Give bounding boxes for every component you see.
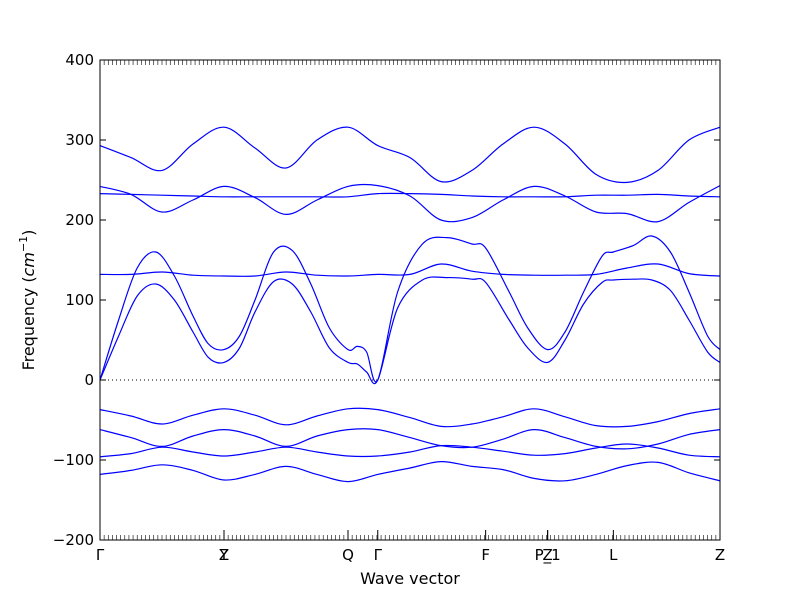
phonon-branch-9 bbox=[99, 192, 721, 198]
x-axis-title: Wave vector bbox=[360, 569, 460, 588]
y-tick-label: 100 bbox=[65, 291, 94, 309]
y-tick-label: 0 bbox=[84, 371, 94, 389]
phonon-branch-4 bbox=[99, 407, 721, 428]
phonon-branch-7 bbox=[99, 263, 721, 277]
y-tick-label: 200 bbox=[65, 211, 94, 229]
x-tick-label: L bbox=[609, 546, 618, 564]
x-tick-label: Γ bbox=[374, 546, 383, 564]
x-tick-label: Y bbox=[218, 546, 229, 564]
y-axis-title-close: ) bbox=[19, 230, 38, 236]
x-tick-label: Γ bbox=[96, 546, 105, 564]
x-tick-label: Q bbox=[342, 546, 354, 564]
plot-area bbox=[99, 126, 721, 483]
phonon-branch-2 bbox=[99, 443, 721, 458]
y-axis-title-exponent: −1 bbox=[17, 236, 30, 252]
phonon-branch-5 bbox=[99, 276, 721, 385]
phonon-branch-1 bbox=[99, 460, 721, 483]
x-tick-label: F bbox=[481, 546, 490, 564]
y-axis-title: Frequency (cm−1) bbox=[17, 230, 38, 371]
y-tick-label: −200 bbox=[53, 531, 94, 549]
y-axis-title-unit: cm bbox=[19, 252, 38, 276]
y-axis-title-text: Frequency ( bbox=[19, 276, 38, 370]
x-tick-label: Z bbox=[715, 546, 725, 564]
y-tick-label: 300 bbox=[65, 131, 94, 149]
phonon-branch-10 bbox=[99, 126, 721, 184]
phonon-branch-6 bbox=[99, 235, 721, 383]
x-tick-label: P_1 bbox=[535, 546, 561, 565]
y-tick-label: −100 bbox=[53, 451, 94, 469]
x-tick-label: Z bbox=[542, 546, 552, 564]
phonon-branch-3 bbox=[99, 428, 721, 450]
x-tick-label: Z bbox=[219, 546, 229, 564]
phonon-branch-8 bbox=[99, 183, 721, 223]
y-tick-label: 400 bbox=[65, 51, 94, 69]
